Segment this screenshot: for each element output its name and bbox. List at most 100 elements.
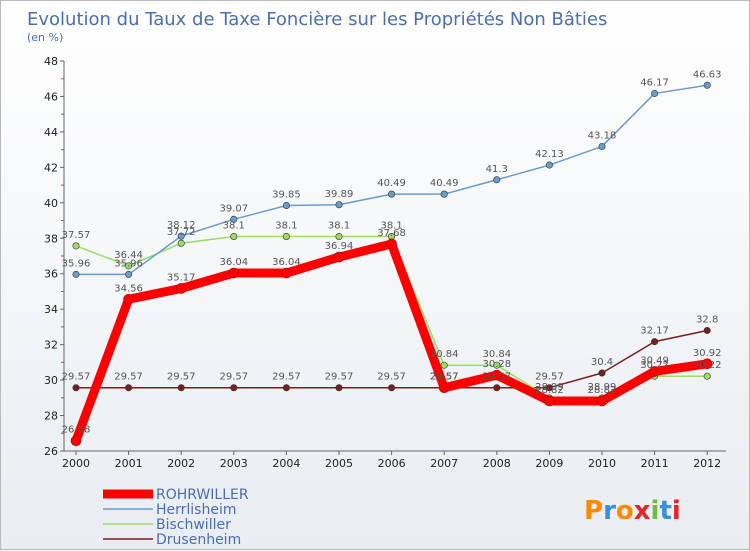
data-label: 40.49 xyxy=(377,178,406,189)
data-point xyxy=(282,233,290,241)
data-label: 37.68 xyxy=(377,228,406,239)
logo-letter: o xyxy=(616,496,634,526)
series-herrlisheim xyxy=(72,81,711,278)
data-label: 38.1 xyxy=(223,221,245,232)
data-label: 36.04 xyxy=(272,257,301,268)
data-point xyxy=(703,81,711,89)
y-tick-label: 28 xyxy=(44,410,58,423)
data-label: 26.58 xyxy=(62,425,91,436)
data-point xyxy=(335,384,343,392)
data-label: 28.99 xyxy=(535,382,564,393)
data-label: 35.17 xyxy=(167,272,196,283)
x-tick-label: 2009 xyxy=(535,457,563,470)
data-label: 38.1 xyxy=(275,221,297,232)
data-point xyxy=(281,267,292,279)
proxiti-logo-text: Proxiti xyxy=(584,496,681,526)
data-label: 35.96 xyxy=(114,258,143,269)
data-label: 37.72 xyxy=(167,227,196,238)
data-label: 46.17 xyxy=(640,77,669,88)
data-label: 28.82 xyxy=(588,385,617,396)
data-point xyxy=(493,176,501,184)
data-point xyxy=(703,372,711,380)
data-point xyxy=(545,384,553,392)
data-label: 30.4 xyxy=(591,357,613,368)
data-point xyxy=(651,338,659,346)
data-point xyxy=(440,361,448,369)
data-point xyxy=(649,366,660,377)
data-label: 29.57 xyxy=(430,372,459,383)
data-labels: 26.58 34.56 35.17 36.04 36.04 36.94 37.68 29.57… xyxy=(62,69,722,435)
logo-letter: P xyxy=(584,496,603,526)
data-point xyxy=(701,358,713,370)
data-point xyxy=(598,142,606,150)
legend-label-drusenheim: Drusenheim xyxy=(156,532,241,548)
data-label: 30.28 xyxy=(482,359,511,370)
y-tick-label: 48 xyxy=(44,55,58,68)
data-point xyxy=(703,326,711,334)
data-label: 36.04 xyxy=(219,257,248,268)
data-label: 28.82 xyxy=(535,385,564,396)
data-point xyxy=(72,242,80,250)
data-label: 29.57 xyxy=(62,372,91,383)
x-tick-label: 2001 xyxy=(115,457,143,470)
data-label: 38.1 xyxy=(380,221,402,232)
data-point xyxy=(282,201,290,209)
legend-label-herrlisheim: Herrlisheim xyxy=(156,502,237,518)
data-point xyxy=(598,369,606,377)
data-label: 30.22 xyxy=(640,360,669,371)
data-label: 29.57 xyxy=(535,372,564,383)
y-tick-label: 30 xyxy=(44,374,58,387)
data-label: 30.84 xyxy=(482,349,511,360)
data-point xyxy=(388,190,396,198)
data-point xyxy=(125,270,133,278)
data-point xyxy=(440,190,448,198)
x-tick-label: 2012 xyxy=(693,457,721,470)
data-label: 41.3 xyxy=(486,164,508,175)
data-label: 46.63 xyxy=(693,69,722,80)
data-label: 34.56 xyxy=(114,283,143,294)
data-label: 29.57 xyxy=(482,372,511,383)
data-point xyxy=(70,435,82,447)
data-point xyxy=(491,369,503,381)
data-label: 28.99 xyxy=(588,382,617,393)
x-tick-label: 2004 xyxy=(272,457,300,470)
data-label: 36.44 xyxy=(114,250,143,261)
data-label: 29.57 xyxy=(114,372,143,383)
axes: 26 28 30 32 34 36 38 40 42 44 46 48 2000 2001 2002 2003… xyxy=(44,55,726,470)
data-point xyxy=(230,215,238,223)
data-point xyxy=(544,395,555,407)
data-label: 39.07 xyxy=(219,203,248,214)
x-tick-label: 2003 xyxy=(220,457,248,470)
data-point xyxy=(230,384,238,392)
data-label: 30.22 xyxy=(693,360,722,371)
data-point xyxy=(230,233,238,241)
logo-letter: i xyxy=(651,496,660,526)
legend-label-bischwiller: Bischwiller xyxy=(156,517,231,533)
y-tick-label: 36 xyxy=(44,268,58,281)
data-label: 29.57 xyxy=(272,372,301,383)
y-tick-label: 34 xyxy=(44,303,58,316)
data-point xyxy=(386,238,397,250)
y-tick-label: 26 xyxy=(44,445,58,458)
data-point xyxy=(651,89,659,97)
data-point xyxy=(177,239,185,247)
y-tick-label: 42 xyxy=(44,161,58,174)
x-tick-label: 2007 xyxy=(430,457,458,470)
data-label: 29.57 xyxy=(219,372,248,383)
data-label: 30.49 xyxy=(640,355,669,366)
data-point xyxy=(228,267,240,279)
y-tick-label: 46 xyxy=(44,90,58,103)
data-label: 38.1 xyxy=(328,221,350,232)
data-label: 38.12 xyxy=(167,220,196,231)
x-tick-label: 2000 xyxy=(62,457,90,470)
data-label: 30.84 xyxy=(430,349,459,360)
data-point xyxy=(493,361,501,369)
data-label: 42.13 xyxy=(535,149,564,160)
data-label: 37.57 xyxy=(62,230,91,241)
data-point xyxy=(282,384,290,392)
data-label: 39.89 xyxy=(325,189,354,200)
logo-letter: i xyxy=(672,496,681,526)
data-point xyxy=(177,384,185,392)
data-label: 36.94 xyxy=(325,241,354,252)
y-tick-label: 40 xyxy=(44,197,58,210)
